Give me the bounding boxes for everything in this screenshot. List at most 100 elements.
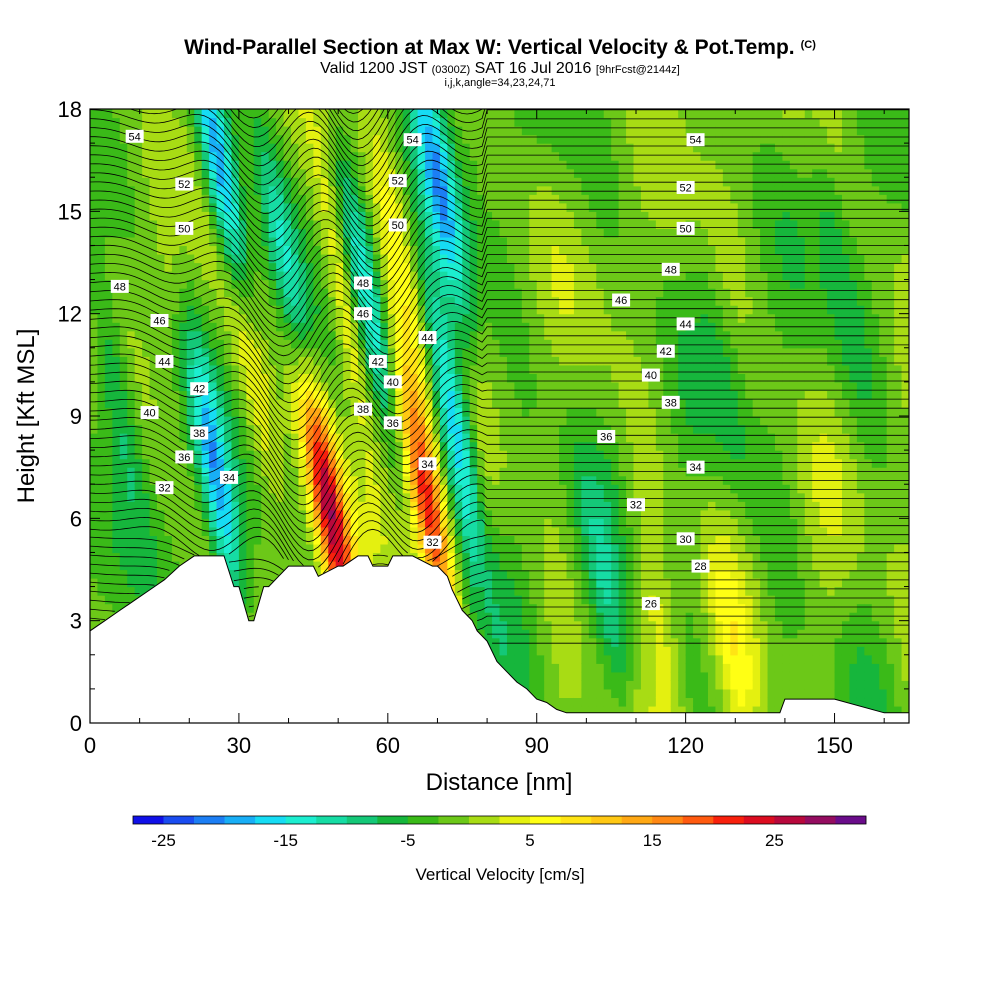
- w-cell: [201, 271, 210, 281]
- w-cell: [305, 492, 314, 502]
- w-cell: [194, 279, 203, 289]
- w-cell: [439, 330, 448, 340]
- w-cell: [529, 433, 538, 443]
- w-cell: [194, 398, 203, 409]
- w-cell: [283, 313, 292, 323]
- w-cell: [268, 160, 277, 170]
- w-cell: [380, 109, 389, 119]
- w-cell: [134, 390, 143, 400]
- w-cell: [104, 364, 113, 374]
- w-cell: [134, 262, 143, 272]
- w-cell: [305, 475, 314, 485]
- w-cell: [231, 236, 240, 247]
- w-cell: [164, 296, 173, 306]
- w-cell: [224, 322, 233, 332]
- w-cell: [157, 262, 166, 272]
- w-cell: [164, 194, 173, 204]
- w-cell: [149, 526, 158, 536]
- w-cell: [469, 518, 478, 528]
- w-cell: [157, 288, 166, 298]
- w-cell: [90, 109, 99, 119]
- w-cell: [209, 160, 218, 170]
- w-cell: [119, 253, 128, 264]
- w-cell: [104, 126, 113, 136]
- w-cell: [164, 475, 173, 485]
- w-cell: [521, 262, 530, 272]
- w-cell: [581, 441, 590, 451]
- w-cell: [514, 433, 523, 443]
- w-cell: [573, 612, 582, 622]
- w-cell: [268, 475, 277, 485]
- w-cell: [387, 450, 396, 460]
- w-cell: [588, 433, 597, 443]
- w-cell: [350, 236, 359, 247]
- w-cell: [536, 416, 545, 426]
- w-cell: [551, 245, 560, 255]
- w-cell: [209, 441, 218, 451]
- w-cell: [380, 160, 389, 170]
- w-cell: [536, 219, 545, 229]
- w-cell: [335, 424, 344, 434]
- w-cell: [439, 364, 448, 374]
- w-cell: [447, 356, 456, 366]
- w-cell: [343, 543, 352, 554]
- w-cell: [171, 313, 180, 323]
- w-cell: [164, 450, 173, 460]
- w-cell: [544, 535, 553, 545]
- w-cell: [499, 160, 508, 170]
- w-cell: [276, 228, 285, 238]
- w-cell: [387, 356, 396, 366]
- w-cell: [231, 194, 240, 204]
- w-cell: [134, 509, 143, 519]
- w-cell: [596, 603, 605, 613]
- w-cell: [506, 398, 515, 409]
- w-cell: [127, 236, 136, 247]
- w-cell: [350, 450, 359, 460]
- w-cell: [298, 458, 307, 468]
- w-cell: [179, 543, 188, 554]
- w-cell: [350, 416, 359, 426]
- w-cell: [559, 228, 568, 238]
- w-cell: [551, 356, 560, 366]
- w-cell: [573, 109, 582, 119]
- w-cell: [261, 151, 270, 161]
- w-cell: [283, 177, 292, 187]
- w-cell: [551, 236, 560, 247]
- w-cell: [261, 364, 270, 374]
- w-cell: [425, 433, 434, 443]
- w-cell: [544, 416, 553, 426]
- w-cell: [164, 501, 173, 511]
- w-cell: [224, 185, 233, 195]
- w-cell: [157, 279, 166, 289]
- w-cell: [358, 253, 367, 264]
- w-cell: [97, 126, 106, 136]
- w-cell: [283, 356, 292, 366]
- w-cell: [499, 518, 508, 528]
- w-cell: [320, 475, 329, 485]
- w-cell: [186, 194, 195, 204]
- w-cell: [179, 322, 188, 332]
- w-cell: [134, 143, 143, 153]
- w-cell: [588, 492, 597, 502]
- w-cell: [343, 296, 352, 306]
- w-cell: [402, 543, 411, 554]
- w-cell: [529, 151, 538, 161]
- w-cell: [104, 236, 113, 247]
- w-cell: [380, 450, 389, 460]
- w-cell: [320, 330, 329, 340]
- w-cell: [492, 501, 501, 511]
- w-cell: [335, 390, 344, 400]
- w-cell: [484, 637, 493, 647]
- w-cell: [581, 245, 590, 255]
- w-cell: [603, 586, 612, 596]
- w-cell: [499, 390, 508, 400]
- w-cell: [313, 143, 322, 153]
- w-cell: [521, 151, 530, 161]
- w-cell: [358, 475, 367, 485]
- w-cell: [402, 194, 411, 204]
- w-cell: [119, 228, 128, 238]
- w-cell: [536, 501, 545, 511]
- w-cell: [119, 202, 128, 212]
- w-cell: [328, 347, 337, 357]
- w-cell: [298, 322, 307, 332]
